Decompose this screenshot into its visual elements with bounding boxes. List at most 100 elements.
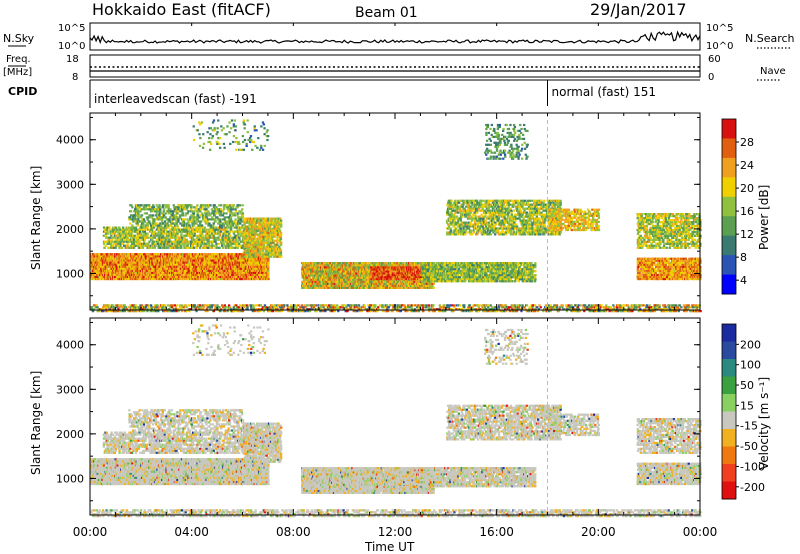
heatmap-cell	[239, 212, 241, 214]
heatmap-cell	[262, 250, 264, 252]
heatmap-cell	[194, 233, 196, 235]
heatmap-cell	[257, 222, 259, 224]
heatmap-cell	[156, 235, 158, 237]
heatmap-cell	[183, 206, 185, 208]
heatmap-cell	[161, 220, 163, 222]
heatmap-cell	[267, 268, 269, 270]
heatmap-cell	[200, 208, 202, 210]
heatmap-cell	[109, 231, 111, 233]
heatmap-cell	[147, 218, 149, 220]
heatmap-cell	[186, 229, 188, 231]
heatmap-cell	[230, 245, 232, 247]
heatmap-cell	[146, 233, 148, 235]
heatmap-cell	[184, 243, 186, 245]
heatmap-cell	[221, 227, 223, 229]
heatmap-cell	[275, 232, 277, 234]
heatmap-cell	[205, 243, 207, 245]
heatmap-cell	[141, 214, 143, 216]
heatmap-cell	[271, 238, 273, 240]
heatmap-cell	[240, 231, 242, 233]
heatmap-cell	[254, 236, 256, 238]
heatmap-cell	[205, 208, 207, 210]
cpid-segment-1: normal (fast) 151	[552, 85, 656, 99]
heatmap-cell	[269, 254, 271, 256]
heatmap-cell	[162, 239, 164, 241]
heatmap-cell	[182, 218, 184, 220]
heatmap-cell	[326, 277, 328, 279]
heatmap-cell	[226, 229, 228, 231]
heatmap-cell	[105, 235, 107, 237]
heatmap-cell	[158, 212, 160, 214]
heatmap-cell	[230, 208, 232, 210]
heatmap-cell	[230, 224, 232, 226]
heatmap-cell	[270, 244, 272, 246]
heatmap-cell	[204, 227, 206, 229]
nsky-label: N.Sky	[3, 32, 35, 45]
heatmap-cell	[280, 222, 282, 224]
heatmap-cell	[267, 278, 269, 280]
heatmap-cell	[138, 241, 140, 243]
heatmap-cell	[156, 233, 158, 235]
heatmap-cell	[148, 220, 150, 222]
heatmap-cell	[206, 220, 208, 222]
nave-label: Nave	[760, 66, 786, 77]
heatmap-cell	[209, 218, 211, 220]
heatmap-cell	[146, 235, 148, 237]
heatmap-cell	[234, 220, 236, 222]
heatmap-cell	[262, 268, 264, 270]
heatmap-cell	[255, 224, 257, 226]
heatmap-cell	[234, 212, 236, 214]
heatmap-cell	[159, 206, 161, 208]
heatmap-cell	[224, 239, 226, 241]
heatmap-cell	[274, 250, 276, 252]
heatmap-cell	[224, 255, 226, 257]
heatmap-cell	[154, 247, 156, 249]
heatmap-cell	[122, 257, 124, 259]
heatmap-cell	[148, 204, 150, 206]
heatmap-cell	[163, 214, 165, 216]
heatmap-cell	[315, 268, 317, 270]
heatmap-cell	[166, 222, 168, 224]
heatmap-cell	[179, 216, 181, 218]
heatmap-cell	[226, 204, 228, 206]
heatmap-cell	[186, 218, 188, 220]
freq-label: Freq.	[6, 54, 31, 65]
heatmap-cell	[144, 212, 146, 214]
heatmap-cell	[142, 247, 144, 249]
heatmap-cell	[181, 210, 183, 212]
heatmap-cell	[242, 204, 244, 206]
heatmap-cell	[305, 281, 307, 283]
heatmap-cell	[214, 214, 216, 216]
heatmap-cell	[204, 206, 206, 208]
heatmap-cell	[222, 235, 224, 237]
heatmap-cell	[153, 206, 155, 208]
heatmap-cell	[171, 245, 173, 247]
heatmap-cell	[165, 229, 167, 231]
heatmap-cell	[182, 214, 184, 216]
heatmap-cell	[151, 239, 153, 241]
heatmap-cell	[175, 237, 177, 239]
freq-unit: [MHz]	[3, 67, 32, 78]
heatmap-cell	[196, 247, 198, 249]
heatmap-cell	[205, 233, 207, 235]
heatmap-cell	[219, 227, 221, 229]
heatmap-cell	[133, 247, 135, 249]
heatmap-cell	[232, 224, 234, 226]
heatmap-cell	[140, 233, 142, 235]
nsearch-label: N.Search	[745, 32, 795, 45]
heatmap-cell	[153, 241, 155, 243]
heatmap-cell	[195, 208, 197, 210]
heatmap-cell	[254, 256, 256, 258]
heatmap-cell	[115, 241, 117, 243]
heatmap-cell	[236, 214, 238, 216]
heatmap-cell	[107, 233, 109, 235]
heatmap-cell	[183, 220, 185, 222]
heatmap-cell	[207, 235, 209, 237]
nave-tick-bottom: 0	[708, 72, 714, 83]
heatmap-cell	[202, 237, 204, 239]
heatmap-cell	[175, 245, 177, 247]
heatmap-cell	[114, 237, 116, 239]
heatmap-cell	[223, 206, 225, 208]
heatmap-cell	[202, 235, 204, 237]
heatmap-cell	[145, 208, 147, 210]
